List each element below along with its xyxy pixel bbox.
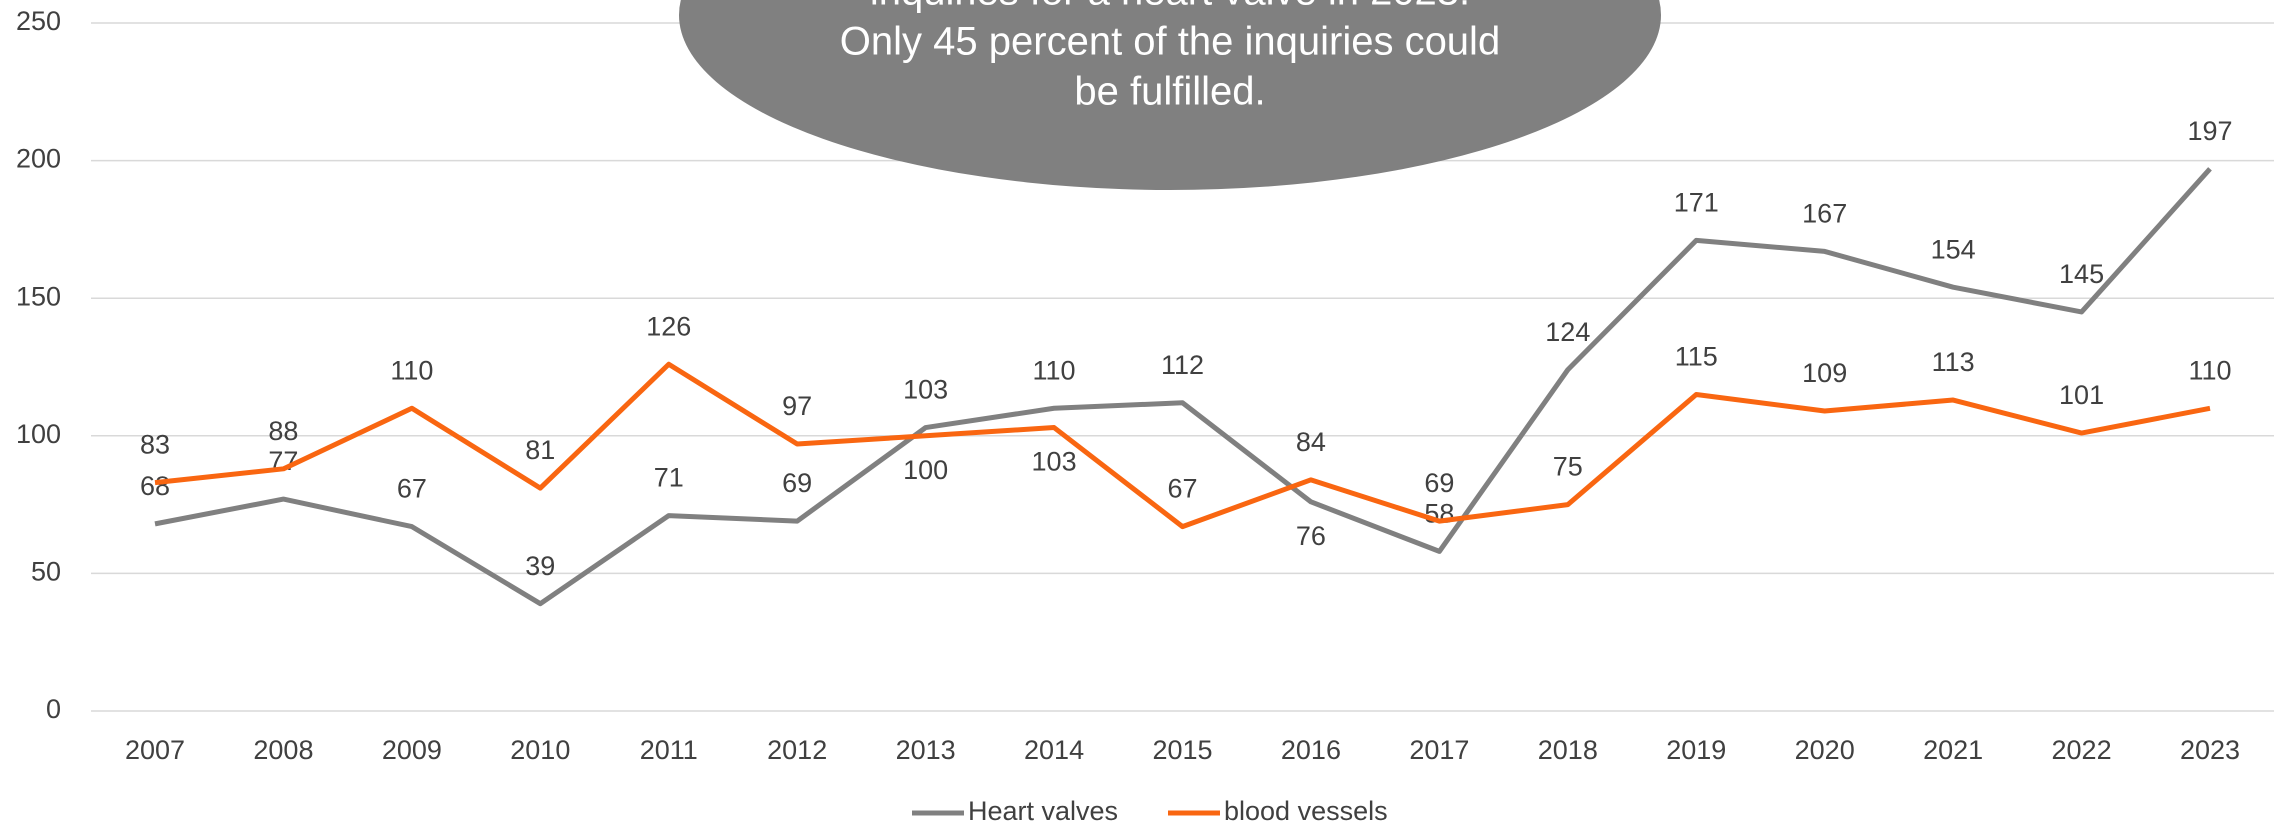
- data-label: 100: [903, 455, 948, 485]
- x-tick-label: 2015: [1152, 735, 1212, 765]
- y-tick-label: 200: [16, 144, 61, 174]
- data-label: 124: [1545, 317, 1590, 347]
- data-label: 145: [2059, 259, 2104, 289]
- y-tick-label: 0: [46, 694, 61, 724]
- data-label: 67: [397, 474, 427, 504]
- x-tick-label: 2016: [1281, 735, 1341, 765]
- data-label: 97: [782, 391, 812, 421]
- data-label: 83: [140, 430, 170, 460]
- data-label: 76: [1296, 521, 1326, 551]
- annotation-text: Only 45 percent of the inquiries could: [840, 20, 1500, 64]
- data-label: 103: [1032, 447, 1077, 477]
- annotation-bubble: [679, 0, 1661, 190]
- x-tick-label: 2019: [1666, 735, 1726, 765]
- x-tick-label: 2012: [767, 735, 827, 765]
- data-label: 103: [903, 375, 948, 405]
- data-label: 171: [1674, 188, 1719, 218]
- x-tick-label: 2007: [125, 735, 185, 765]
- x-tick-label: 2022: [2052, 735, 2112, 765]
- data-label: 126: [646, 311, 691, 341]
- data-label: 113: [1932, 347, 1975, 377]
- data-label: 81: [525, 435, 555, 465]
- x-tick-label: 2021: [1923, 735, 1983, 765]
- data-label: 75: [1553, 452, 1583, 482]
- x-tick-label: 2023: [2180, 735, 2240, 765]
- x-tick-label: 2011: [640, 735, 698, 765]
- data-label: 101: [2059, 380, 2104, 410]
- data-label: 110: [2188, 355, 2231, 385]
- y-tick-label: 100: [16, 419, 61, 449]
- data-label: 115: [1675, 342, 1718, 372]
- data-label: 112: [1161, 350, 1204, 380]
- series-line: [154, 361, 2211, 530]
- x-tick-label: 2017: [1409, 735, 1469, 765]
- data-label: 84: [1296, 427, 1326, 457]
- data-label: 69: [1424, 468, 1454, 498]
- x-tick-label: 2009: [382, 735, 442, 765]
- data-label: 58: [1424, 499, 1454, 529]
- y-tick-label: 50: [31, 557, 61, 587]
- data-label: 110: [1033, 355, 1076, 385]
- data-label: 167: [1802, 199, 1847, 229]
- data-label: 67: [1167, 474, 1197, 504]
- data-label: 39: [525, 551, 555, 581]
- data-label: 69: [782, 468, 812, 498]
- x-tick-label: 2010: [510, 735, 570, 765]
- data-label: 154: [1931, 234, 1976, 264]
- x-tick-label: 2008: [253, 735, 313, 765]
- series-line: [154, 167, 2212, 607]
- y-tick-label: 150: [16, 281, 61, 311]
- annotation-text: be fulfilled.: [1074, 70, 1265, 114]
- data-label: 68: [140, 471, 170, 501]
- x-tick-label: 2013: [896, 735, 956, 765]
- data-label: 109: [1802, 358, 1847, 388]
- data-label: 88: [268, 416, 298, 446]
- data-label: 197: [2187, 116, 2232, 146]
- y-tick-label: 250: [16, 6, 61, 36]
- x-tick-label: 2020: [1795, 735, 1855, 765]
- data-label: 71: [654, 463, 684, 493]
- annotation-text: inquiries for a heart valve in 2023.: [870, 0, 1470, 14]
- legend-label: blood vessels: [1224, 796, 1388, 826]
- data-label: 110: [390, 355, 433, 385]
- legend-label: Heart valves: [968, 796, 1118, 826]
- x-tick-label: 2018: [1538, 735, 1598, 765]
- x-tick-label: 2014: [1024, 735, 1084, 765]
